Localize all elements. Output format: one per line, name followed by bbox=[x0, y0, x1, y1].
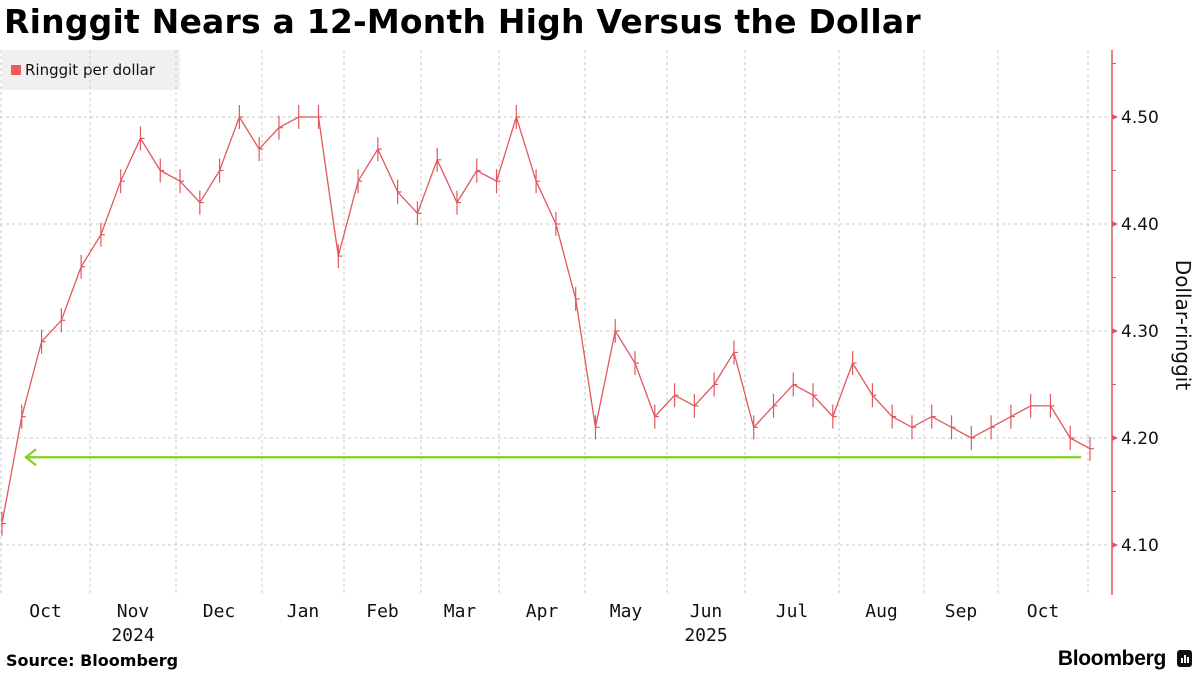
bloomberg-chart-icon bbox=[1177, 650, 1192, 667]
x-tick-label: Feb bbox=[366, 601, 399, 622]
x-tick-label: Dec bbox=[203, 601, 236, 622]
x-tick-label: Aug bbox=[865, 601, 898, 622]
source-note: Source: Bloomberg bbox=[6, 651, 179, 670]
brand-logo: Bloomberg bbox=[1057, 647, 1166, 670]
y-tick-label: 4.10 bbox=[1121, 536, 1159, 556]
x-tick-label: Jul bbox=[776, 601, 809, 622]
legend-swatch bbox=[11, 65, 21, 75]
x-axis-labels: Oct Nov 2024 Dec Jan Feb Mar Apr May Jun 2025 Jul Au… bbox=[29, 601, 1059, 646]
y-tick-label: 4.40 bbox=[1121, 215, 1159, 235]
x-tick-label: Apr bbox=[526, 601, 559, 622]
x-tick-label: Nov bbox=[117, 601, 150, 622]
reference-arrow bbox=[24, 448, 1081, 467]
gridlines bbox=[0, 50, 1110, 595]
x-tick-label: Oct bbox=[29, 601, 62, 622]
y-tick-label: 4.50 bbox=[1121, 108, 1159, 128]
y-tick-label: 4.20 bbox=[1121, 429, 1159, 449]
chart-title: Ringgit Nears a 12-Month High Versus the… bbox=[4, 2, 921, 41]
y-axis-title: Dollar-ringgit bbox=[1171, 260, 1195, 391]
data-series bbox=[1, 105, 1094, 536]
y-axis: 4.10 4.20 4.30 4.40 4.50 bbox=[1111, 50, 1159, 595]
x-year-label: 2024 bbox=[111, 625, 154, 646]
x-tick-label: Mar bbox=[444, 601, 477, 622]
x-tick-label: May bbox=[610, 601, 643, 622]
x-tick-label: Jun bbox=[690, 601, 723, 622]
x-tick-label: Sep bbox=[945, 601, 978, 622]
y-tick-label: 4.30 bbox=[1121, 322, 1159, 342]
x-tick-label: Oct bbox=[1027, 601, 1060, 622]
x-tick-label: Jan bbox=[287, 601, 320, 622]
x-year-label: 2025 bbox=[684, 625, 727, 646]
